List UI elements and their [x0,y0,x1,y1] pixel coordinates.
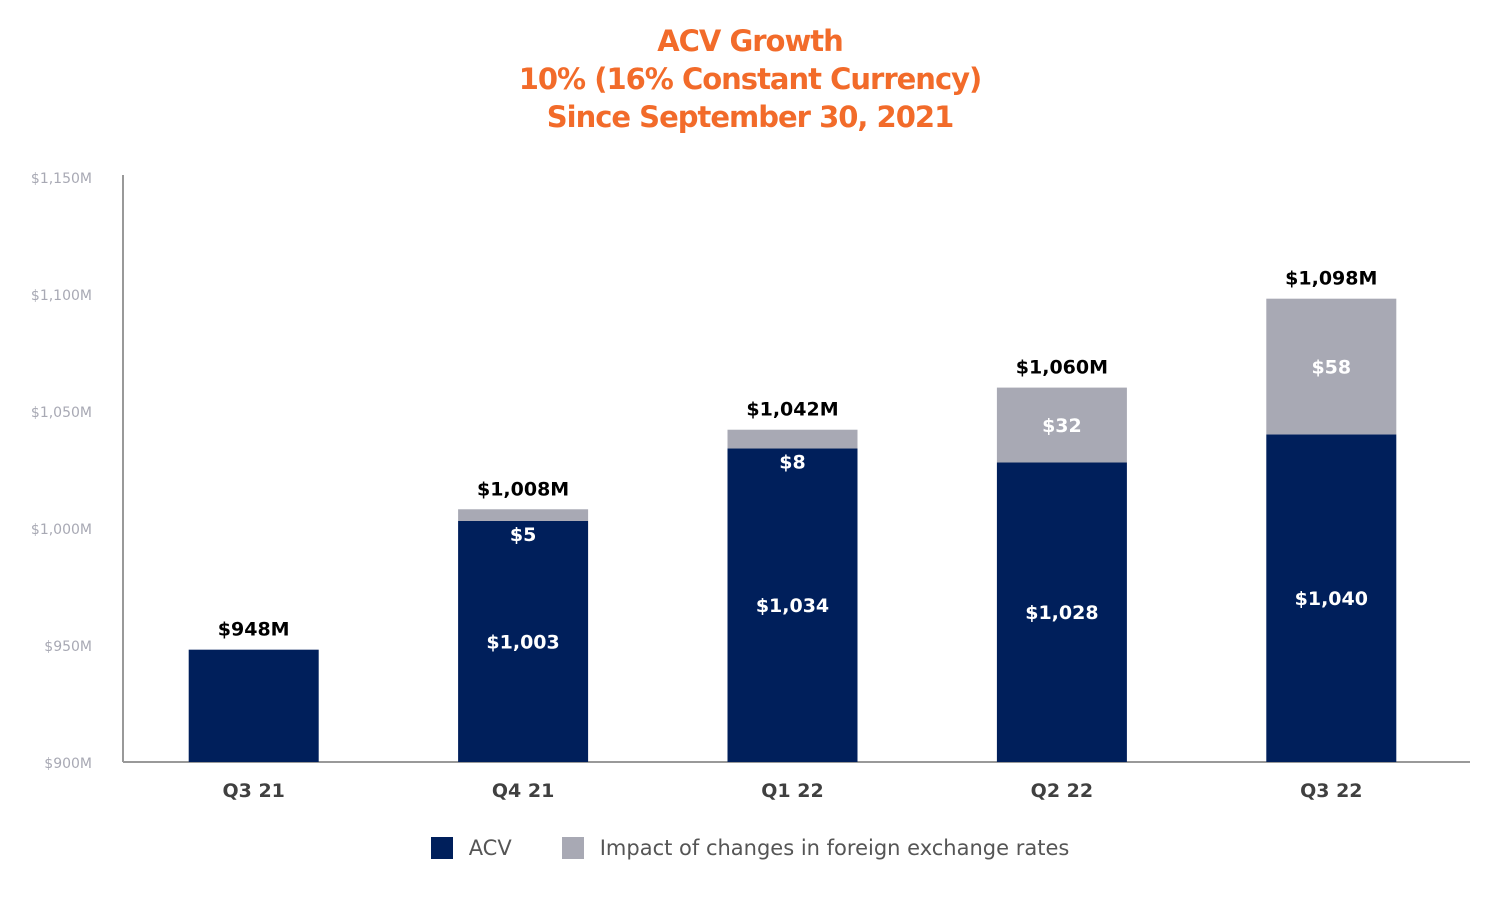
bar-segment-acv [458,520,589,762]
bar-segment-fx [458,509,589,521]
y-tick-label: $900M [44,756,92,772]
bar-segment-acv [188,649,319,762]
data-label-acv: $1,028 [1025,602,1098,624]
x-tick-label: Q3 21 [222,780,284,802]
data-label-fx: $8 [779,451,805,473]
y-tick-label: $1,150M [31,171,92,187]
x-tick-label: Q1 22 [761,780,823,802]
legend-label-fx: Impact of changes in foreign exchange ra… [599,836,1070,860]
chart-title: ACV Growth 10% (16% Constant Currency) S… [0,22,1500,136]
data-label-acv: $1,003 [486,631,559,653]
data-label-acv: $1,034 [756,595,829,617]
y-tick-label: $1,000M [31,522,92,538]
total-label: $1,008M [477,478,569,500]
y-tick-label: $1,100M [31,288,92,304]
total-label: $1,060M [1016,357,1108,379]
y-tick-label: $1,050M [31,405,92,421]
bar-segment-fx [996,387,1127,463]
data-label-acv: $1,040 [1295,588,1368,610]
x-tick-label: Q3 22 [1300,780,1362,802]
data-label-fx: $58 [1311,357,1351,379]
y-tick-label: $950M [44,639,92,655]
bar-segment-acv [996,462,1127,762]
x-tick-label: Q2 22 [1031,780,1093,802]
legend: ACV Impact of changes in foreign exchang… [0,836,1500,860]
legend-item-acv: ACV [430,836,512,860]
legend-item-fx: Impact of changes in foreign exchange ra… [561,836,1070,860]
title-line-2: 10% (16% Constant Currency) [518,62,983,96]
title-line-1: ACV Growth [657,24,844,58]
total-label: $1,042M [746,399,838,421]
title-line-3: Since September 30, 2021 [546,100,955,134]
x-tick-label: Q4 21 [492,780,554,802]
legend-swatch-acv [430,837,453,859]
total-label: $1,098M [1285,268,1377,290]
legend-swatch-fx [561,837,584,859]
data-label-fx: $5 [510,524,536,546]
bar-segment-acv [1266,434,1397,762]
data-label-fx: $32 [1042,415,1082,437]
total-label: $948M [218,619,290,641]
bar-segment-acv [727,448,858,762]
bar-segment-fx [727,429,858,449]
legend-label-acv: ACV [468,836,512,860]
bar-segment-fx [1266,298,1397,435]
